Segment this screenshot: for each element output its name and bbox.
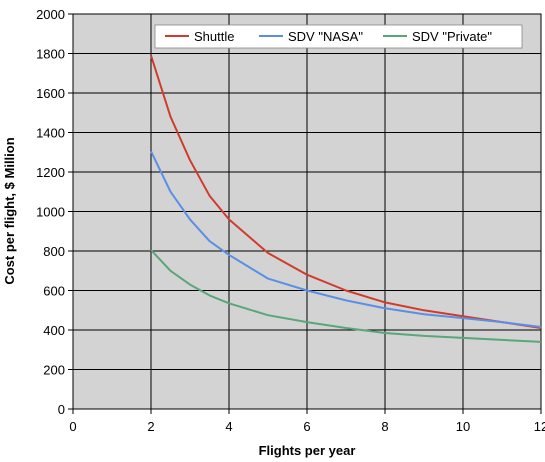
y-tick-label-1200: 1200 <box>36 165 65 180</box>
y-tick-label-1800: 1800 <box>36 47 65 62</box>
y-tick-label-0: 0 <box>58 402 65 417</box>
legend-label-shuttle: Shuttle <box>194 29 234 44</box>
y-tick-label-2000: 2000 <box>36 7 65 22</box>
y-axis-ticks: 0 200 400 600 800 1000 1200 1400 1600 1800 2000 <box>36 7 73 417</box>
series-line-sdv-nasa <box>150 150 542 328</box>
y-tick-label-800: 800 <box>43 244 65 259</box>
series-line-shuttle <box>150 55 542 329</box>
legend-label-sdv-private: SDV "Private" <box>412 29 492 44</box>
y-tick-label-1000: 1000 <box>36 205 65 220</box>
series-line-sdv-private <box>150 249 542 343</box>
legend-box <box>154 24 523 49</box>
legend-label-sdv-nasa: SDV "NASA" <box>288 29 363 44</box>
y-tick-label-1400: 1400 <box>36 126 65 141</box>
x-tick-label-2: 2 <box>147 419 154 434</box>
y-tick-label-200: 200 <box>43 363 65 378</box>
x-tick-label-6: 6 <box>303 419 310 434</box>
x-tick-label-12: 12 <box>534 419 545 434</box>
y-tick-label-400: 400 <box>43 323 65 338</box>
grid-lines <box>73 14 541 409</box>
y-tick-label-600: 600 <box>43 284 65 299</box>
x-tick-label-4: 4 <box>225 419 232 434</box>
legend: Shuttle SDV "NASA" SDV "Private" <box>154 24 523 49</box>
x-tick-label-10: 10 <box>456 419 470 434</box>
x-tick-label-8: 8 <box>381 419 388 434</box>
y-axis-title: Cost per flight, $ Million <box>2 137 17 284</box>
x-tick-label-0: 0 <box>69 419 76 434</box>
series-layer <box>150 55 542 343</box>
x-axis-title: Flights per year <box>259 443 356 458</box>
y-tick-label-1600: 1600 <box>36 86 65 101</box>
x-axis-ticks: 0 2 4 6 8 10 12 <box>69 409 545 434</box>
